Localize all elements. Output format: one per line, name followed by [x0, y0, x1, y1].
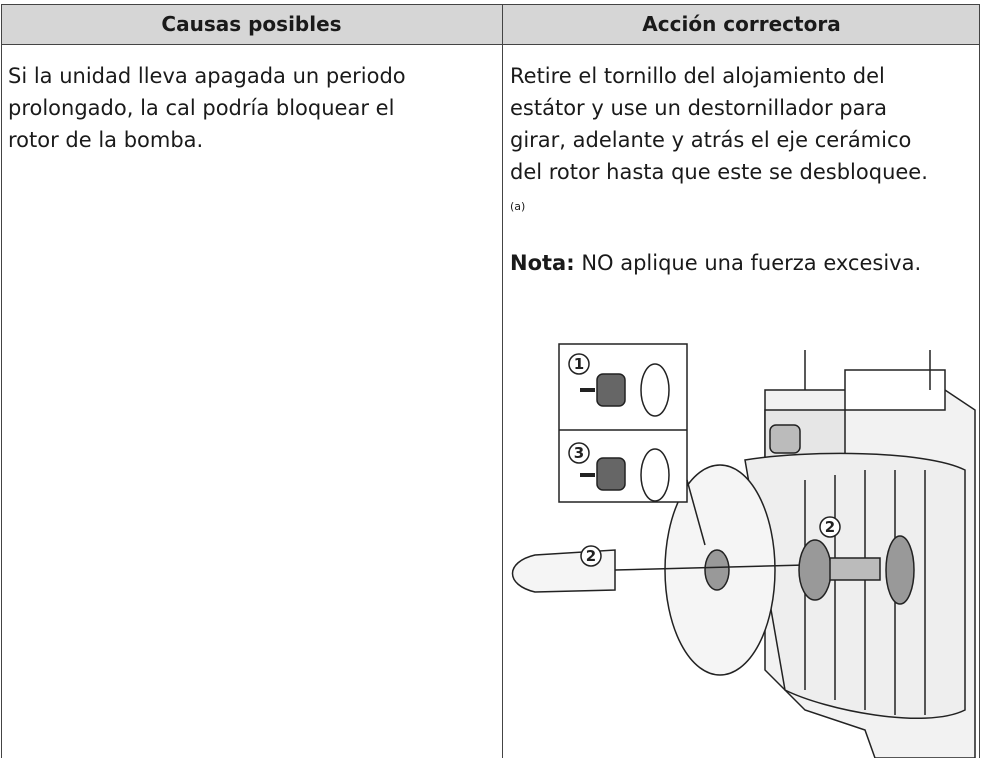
text-line: estátor y use un destornillador para	[510, 96, 888, 120]
border	[1, 4, 2, 758]
text-line: girar, adelante y atrás el eje cerámico	[510, 128, 912, 152]
border	[1, 4, 980, 5]
border	[979, 4, 980, 758]
footnote-ref: (a)	[510, 200, 526, 213]
text-line: del rotor hasta que este se desbloquee.	[510, 160, 928, 184]
border	[1, 44, 980, 45]
text-line: rotor de la bomba.	[8, 128, 204, 152]
callout: 2	[825, 518, 835, 536]
callouts: 1 3 2 2	[568, 353, 841, 567]
note: Nota: NO aplique una fuerza excesiva.	[510, 247, 921, 279]
text-line: prolongado, la cal podría bloquear el	[8, 96, 395, 120]
callout: 3	[574, 444, 584, 462]
callout: 1	[574, 355, 584, 373]
note-label: Nota:	[510, 251, 575, 275]
text-line: Si la unidad lleva apagada un periodo	[8, 64, 406, 88]
border	[502, 4, 503, 758]
header-cell: Acción correctora	[503, 4, 980, 44]
header-cell: Causas posibles	[1, 4, 502, 44]
callout: 2	[586, 547, 596, 565]
note-text: NO aplique una fuerza excesiva.	[581, 251, 922, 275]
illustration: 1 3 2 2	[511, 343, 976, 758]
text-line: Retire el tornillo del alojamiento del	[510, 64, 885, 88]
